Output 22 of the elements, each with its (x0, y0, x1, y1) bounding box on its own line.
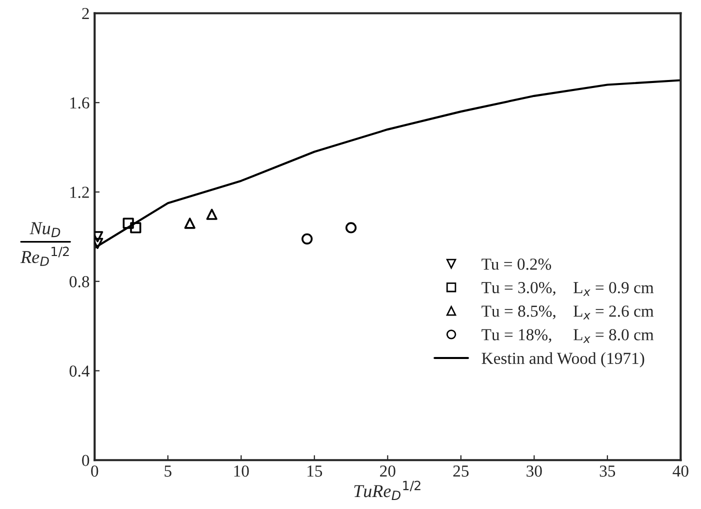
y-tick-label: 0 (82, 454, 90, 466)
x-tick-label: 0 (91, 465, 98, 477)
text: Nu$_{D}$ Re$_{D}$$^{1/2}$ (20, 222, 69, 266)
y-tick-label: 2 (82, 8, 89, 20)
legend-label: Tu = 8.5%, L$_{x}$ = 2.6 cm (482, 306, 654, 320)
x-axis-title: TuRe$_{D}$$^{1/2}$ (354, 480, 420, 500)
y-tick-label: 1.2 (70, 186, 89, 198)
legend-label: Tu = 0.2% (482, 258, 552, 270)
x-tick-label: 25 (453, 466, 469, 477)
y-tick-label: 1.6 (70, 97, 90, 109)
y-tick-label: 0.8 (70, 276, 90, 288)
legend-label: Tu = 3.0%, L$_{x}$ = 0.9 cm (482, 282, 654, 296)
x-tick-label: 10 (234, 465, 249, 477)
legend-label: Kestin and Wood (1971) (482, 352, 644, 368)
x-tick-label: 35 (600, 466, 616, 477)
legend-label: Tu = 18%, L$_{x}$ = 8.0 cm (482, 329, 654, 343)
x-tick-label: 40 (672, 465, 688, 477)
x-tick-label: 30 (526, 465, 542, 477)
x-tick-label: 5 (164, 466, 172, 477)
x-tick-label: 20 (380, 465, 396, 477)
y-tick-label: 0.4 (70, 365, 90, 377)
x-tick-label: 15 (308, 466, 322, 477)
